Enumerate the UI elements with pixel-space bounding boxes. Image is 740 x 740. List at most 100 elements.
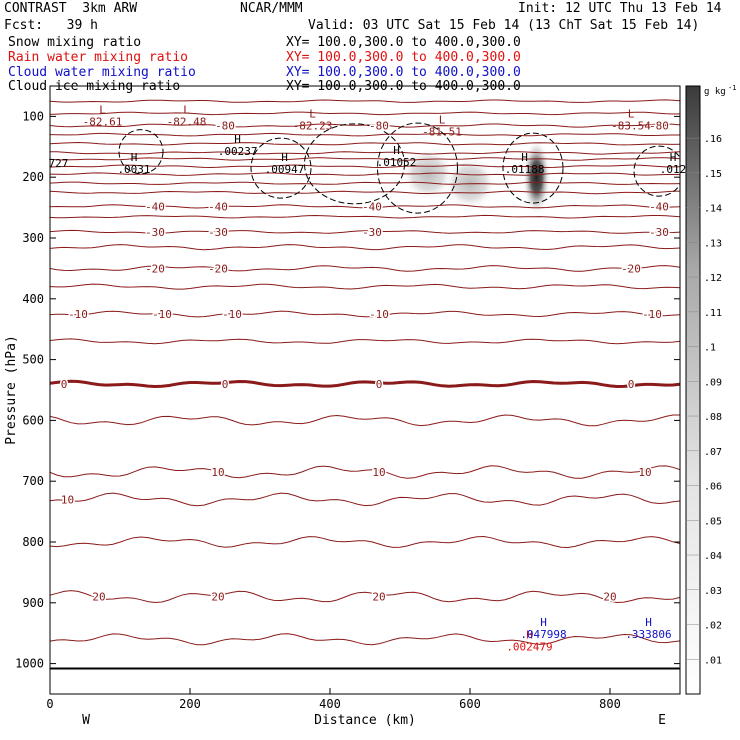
contour-label: 0 [222,378,229,391]
contour-label: 20 [211,591,224,604]
field-cloudice-xy: XY= 100.0,300.0 to 400.0,300.0 [286,79,521,94]
cloud-ice-contour [304,123,405,205]
extremum-marker: H [670,151,677,164]
cloud-ice-contour [502,132,564,204]
contour-label: 0 [61,378,68,391]
temp-contour-line [50,99,680,103]
extremum-marker: L [183,104,190,117]
temp-contour-line [50,132,680,137]
temp-contour-line [50,214,680,219]
extremum-marker: H [526,628,533,641]
contour-label: 10 [211,466,224,479]
y-tick-label: 500 [22,353,44,367]
contour-label: -10 [68,308,88,321]
temp-contour-line [50,157,680,161]
org-title: NCAR/MMM [240,1,303,16]
contour-label: -30 [362,226,382,239]
field-cloudwater-name: Cloud water mixing ratio [8,65,196,80]
contour-label: -10 [369,308,389,321]
temp-contour-line [50,111,680,116]
colorbar-tick-label: .14 [704,204,722,215]
x-tick-label: 800 [599,697,621,711]
model-title: CONTRAST 3km ARW [4,1,138,16]
colorbar-tick-label: .04 [704,551,722,562]
temp-contour-line [50,338,680,345]
contour-label: -10 [222,308,242,321]
contour-label: -80 [649,120,669,133]
cloud-ice-contour [118,129,164,175]
colorbar-tick-label: .06 [704,482,722,493]
colorbar-tick-label: .02 [704,621,722,632]
contour-label: 10 [372,466,385,479]
extremum-value: -83.54 [611,119,651,132]
extremum-value: .0031 [117,163,150,176]
colorbar-tick-label: .08 [704,412,722,423]
extremum-value: .012 [660,163,687,176]
field-snow-xy: XY= 100.0,300.0 to 400.0,300.0 [286,35,521,50]
colorbar-tick-label: .07 [704,447,722,458]
x-tick-label: 400 [319,697,341,711]
field-snow-name: Snow mixing ratio [8,35,142,50]
contour-label: 10 [61,493,74,506]
temp-contour-line [50,535,680,549]
colorbar-tick-label: .13 [704,238,722,249]
extremum-value: .333806 [625,628,671,641]
colorbar-unit-exponent: -1 [728,84,736,92]
y-tick-label: 900 [22,596,44,610]
y-tick-label: 400 [22,292,44,306]
forecast-hour: Fcst: 39 h [4,18,98,33]
extremum-marker: H [234,133,241,146]
contour-label: -30 [208,226,228,239]
extremum-marker: L [439,113,446,126]
contour-label: -80 [215,120,235,133]
contour-label: 20 [603,591,616,604]
extremum-marker: L [99,104,106,117]
temperature-contours [50,99,680,670]
contour-label: -40 [145,200,165,213]
contour-label: -10 [152,308,172,321]
temp-contour-line [50,244,680,251]
x-tick-label: 600 [459,697,481,711]
colorbar-unit: g kg [704,87,726,97]
x-end-label-west: W [82,713,90,728]
temp-contour-line [50,379,680,389]
y-axis-label: Pressure (hPa) [4,335,19,445]
cloud-ice-contours [118,122,680,214]
extremum-marker: H [393,144,400,157]
colorbar-tick-label: .12 [704,273,722,284]
extremum-marker: H [521,151,528,164]
contour-labels: -80 -80 -80 -40 -40 -40 -40 -30 -30 -30 -30 -20 -20 -… [48,104,686,654]
field-rain-xy: XY= 100.0,300.0 to 400.0,300.0 [286,50,521,65]
contour-label: 0 [628,378,635,391]
temp-contour-line [50,204,680,209]
extremum-marker: H [645,616,652,629]
snow-shading-cell [522,139,551,216]
extremum-value: .01052 [377,156,417,169]
extremum-marker: L [309,107,316,120]
contour-label: 20 [92,591,105,604]
temp-contour-line [50,590,680,604]
extremum-value: .01188 [505,163,545,176]
temp-contour-line [50,151,680,155]
x-end-label-east: E [658,713,666,728]
temp-contour-line [50,190,680,195]
y-tick-label: 600 [22,413,44,427]
temp-contour-line [50,492,680,507]
extremum-value: -82.61 [83,116,123,129]
contour-label: 0 [376,378,383,391]
y-tick-label: 200 [22,170,44,184]
colorbar-tick-label: .11 [704,308,722,319]
extremum-marker: L [628,107,635,120]
colorbar-tick-label: .09 [704,377,722,388]
contour-label: -80 [369,120,389,133]
y-tick-label: 1000 [15,657,44,671]
cloud-ice-contour [377,122,458,214]
y-tick-label: 300 [22,231,44,245]
temp-contour-line [50,633,680,646]
extremum-marker: H [540,616,547,629]
x-tick-label: 0 [46,697,53,711]
contour-label: -10 [642,308,662,321]
field-cloudice-name: Cloud ice mixing ratio [8,79,181,94]
